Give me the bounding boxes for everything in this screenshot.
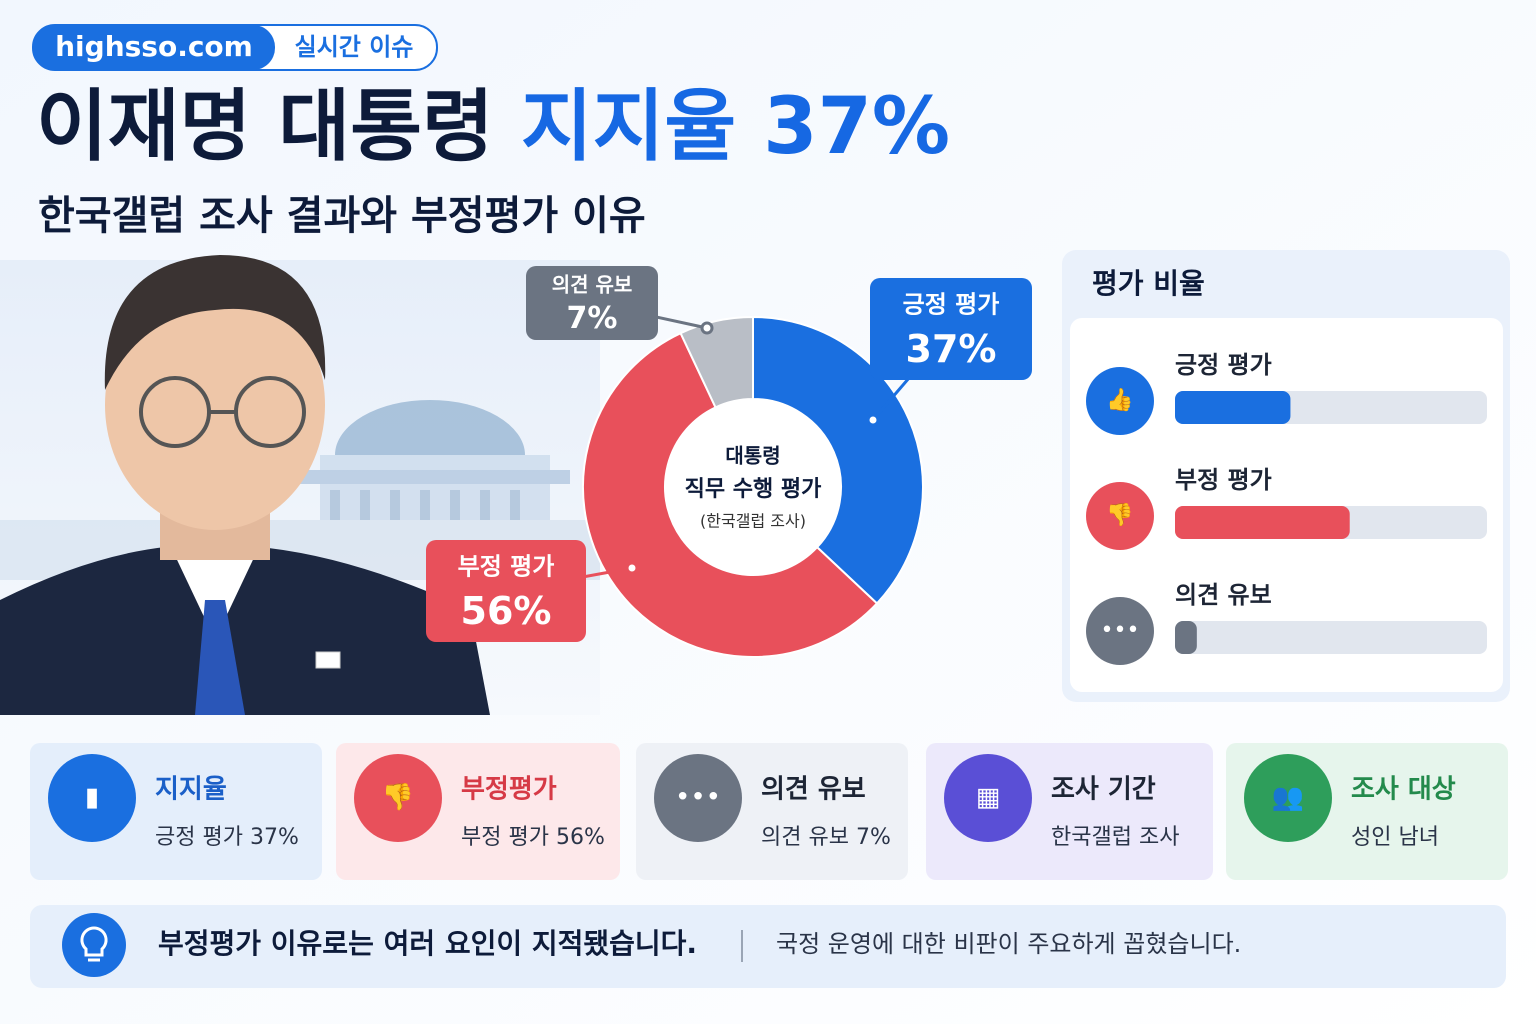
rating-label: 의견 유보 [1175,581,1272,609]
card-icon [354,754,442,842]
bar-track [1175,621,1487,654]
tag: 실시간 이슈 [295,33,414,61]
callout-dot [625,561,639,575]
card-title: 조사 기간 [1051,775,1156,805]
card-title: 지지율 [155,775,227,805]
card-icon-glyph: 👎 [382,783,414,813]
rating-label: 부정 평가 [1175,466,1272,494]
card-icon [48,754,136,842]
callout-category: 의견 유보 [552,272,633,296]
panel-title: 평가 비율 [1092,267,1205,300]
callout-box [870,278,1032,380]
callout-box [426,540,586,642]
callout-dot [700,321,714,335]
site: highsso.com [55,30,253,63]
card-title: 의견 유보 [761,775,866,805]
card-text: 한국갤럽 조사 [1051,825,1179,850]
bar [1175,621,1197,654]
footer-bar [30,905,1506,988]
subtitle: 한국갤럽 조사 결과와 부정평가 이유 [38,193,646,239]
rating-icon [1086,367,1154,435]
card-icon [944,754,1032,842]
card-icon [654,754,742,842]
callout-value: 37% [906,327,997,371]
callout-value: 56% [461,589,552,633]
center-label: 직무 수행 평가 [685,477,822,502]
footer-detail: 국정 운영에 대한 비판이 주요하게 꼽혔습니다. [776,930,1241,958]
callout-category: 부정 평가 [458,553,555,581]
callout-category: 긍정 평가 [903,291,1000,319]
title-highlight: 지지율 37% [521,82,950,172]
card-text: 긍정 평가 37% [155,825,299,850]
card-icon-glyph: ▮ [85,783,99,813]
card-title: 부정평가 [461,775,557,805]
card-text: 성인 남녀 [1351,825,1439,850]
footer-headline: 부정평가 이유로는 여러 요인이 지적됐습니다. [158,927,697,960]
bar [1175,506,1350,539]
card-text: 의견 유보 7% [761,825,891,850]
callout-value: 7% [567,301,618,336]
rating-label: 긍정 평가 [1175,351,1272,379]
card-text: 부정 평가 56% [461,825,605,850]
callout-box [526,266,658,340]
bulb-glyph [80,926,108,962]
card-icon-glyph: 👥 [1272,783,1304,813]
rating-icon [1086,597,1154,665]
card-icon [1244,754,1332,842]
site-pill [33,25,275,70]
rating-glyph: 👎 [1106,502,1133,528]
person-photo [0,255,490,715]
rating-glyph: ••• [1101,618,1140,643]
bulb-icon [62,913,126,977]
title-main: 이재명 대통령 [36,82,494,172]
bar [1175,391,1291,424]
title: 이재명 대통령 지지율 37% [36,82,950,172]
card-icon-glyph: ▦ [976,783,1001,813]
center-label: (한국갤럽 조사) [700,512,806,531]
rating-glyph: 👍 [1106,387,1133,413]
panel-bars: 👍 긍정 평가 👎 부정 평가 ••• 의견 유보 [1086,351,1487,665]
callout-dot [866,413,880,427]
card-title: 조사 대상 [1351,775,1456,805]
donut-hole [665,399,841,575]
card-icon-glyph: ••• [675,783,721,813]
rating-icon [1086,482,1154,550]
center-label: 대통령 [725,444,780,468]
